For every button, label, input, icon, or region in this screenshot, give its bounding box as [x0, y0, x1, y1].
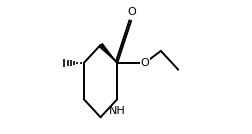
Text: O: O — [127, 7, 136, 17]
Text: O: O — [140, 58, 149, 68]
Text: NH: NH — [109, 106, 126, 116]
Polygon shape — [99, 43, 117, 63]
